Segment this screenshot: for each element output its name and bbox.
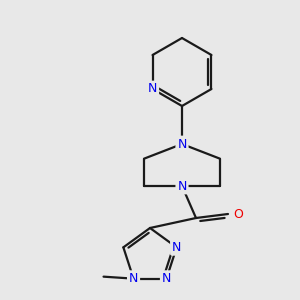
Text: N: N: [148, 82, 157, 95]
Text: O: O: [233, 208, 243, 220]
Text: N: N: [177, 137, 187, 151]
Text: N: N: [162, 272, 171, 285]
Text: N: N: [172, 241, 181, 254]
Text: N: N: [129, 272, 138, 285]
Text: N: N: [177, 179, 187, 193]
